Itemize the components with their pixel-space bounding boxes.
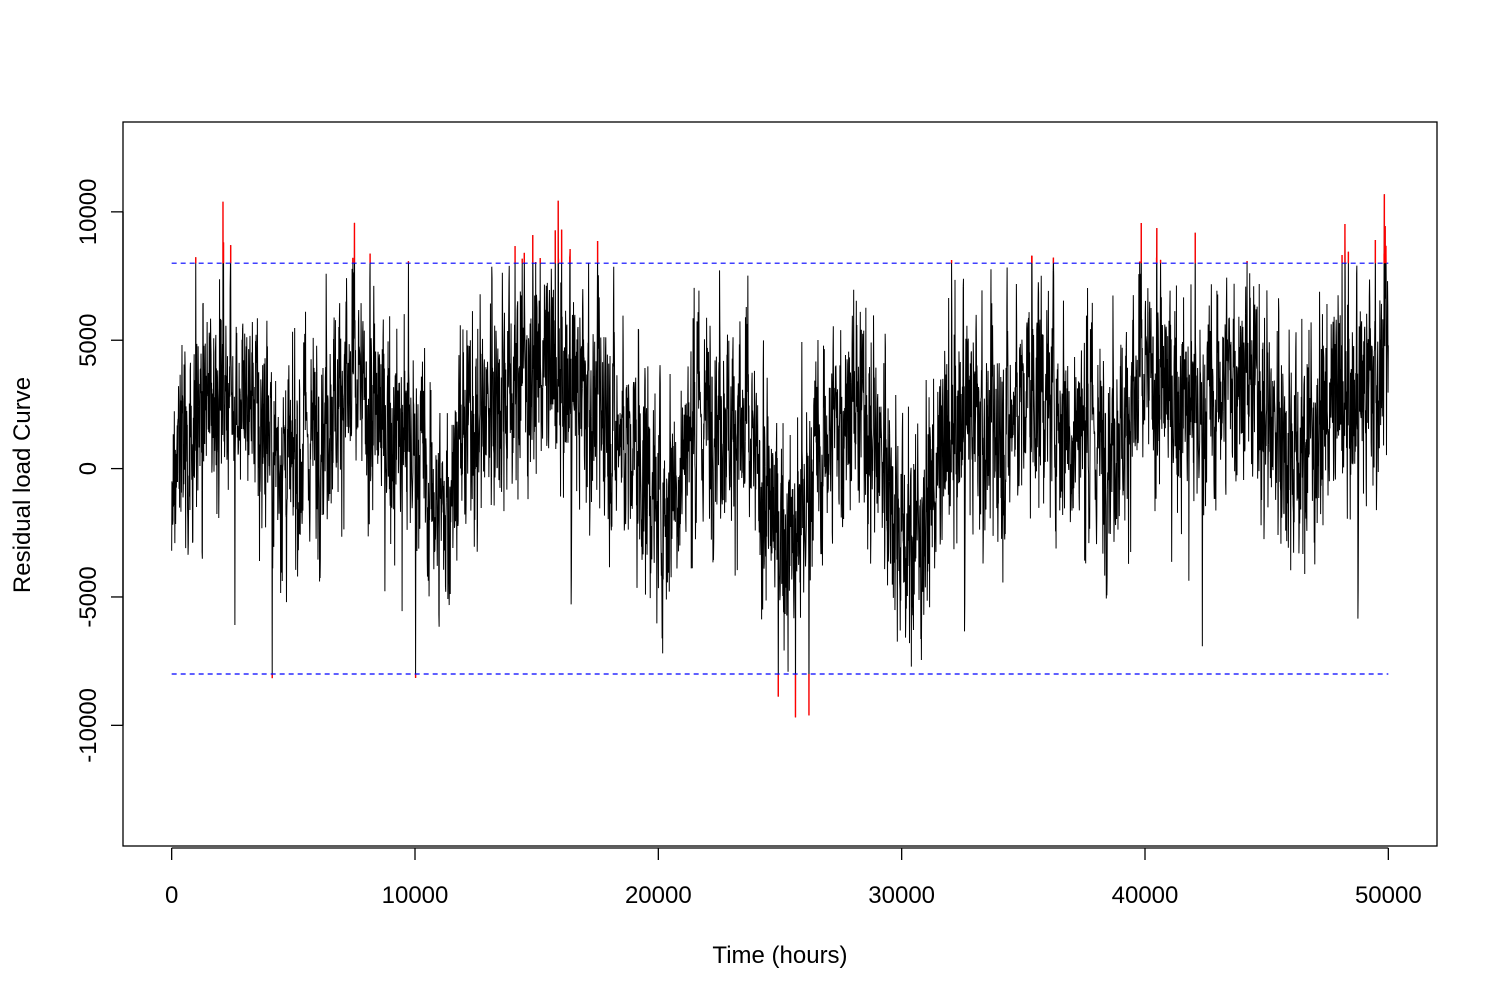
residual-load-line [171,194,1389,718]
exceedance-highlight [195,194,1387,718]
x-axis: 0 10000 20000 30000 40000 50000 [165,847,1422,909]
x-tick-label: 20000 [625,882,692,909]
y-tick-label: -5000 [75,566,102,627]
y-axis-title: Residual load Curve [9,377,36,593]
x-tick-label: 50000 [1355,882,1422,909]
y-tick-label: 10000 [75,178,102,245]
y-tick-label: -10000 [75,688,102,763]
x-tick-label: 30000 [868,882,935,909]
x-tick-label: 10000 [382,882,449,909]
x-tick-label: 40000 [1112,882,1179,909]
y-tick-label: 5000 [75,314,102,367]
y-tick-label: 0 [75,462,102,475]
x-axis-title: Time (hours) [712,942,847,969]
series-layer [171,194,1389,718]
y-axis: -10000 -5000 0 5000 10000 [75,178,124,763]
x-tick-label: 0 [165,882,178,909]
threshold-layer [171,262,1389,675]
